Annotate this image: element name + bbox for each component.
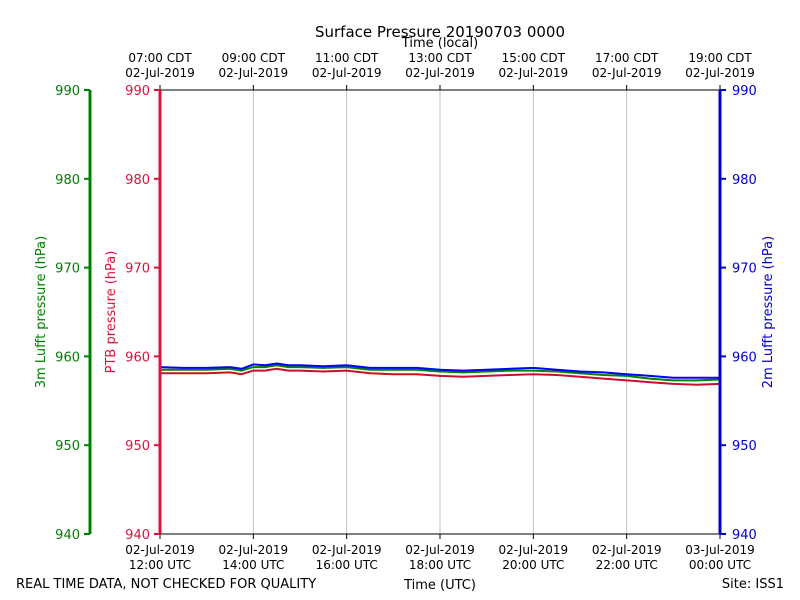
top-tick-time: 19:00 CDT [688, 51, 752, 65]
y-tick-label-ptb: 940 [125, 528, 150, 543]
y-tick-label-lufft2m: 970 [732, 262, 757, 277]
top-tick-date: 02-Jul-2019 [685, 66, 755, 80]
y-tick-label-lufft2m: 980 [732, 173, 757, 188]
y-axis-label-lufft2m: 2m Lufft pressure (hPa) [761, 236, 776, 388]
top-tick-time: 17:00 CDT [595, 51, 659, 65]
bottom-tick-time: 12:00 UTC [129, 558, 191, 572]
bottom-tick-date: 02-Jul-2019 [312, 543, 382, 557]
y-tick-label-lufft3m: 960 [55, 350, 80, 365]
y-tick-label-lufft2m: 950 [732, 439, 757, 454]
y-tick-label-lufft3m: 950 [55, 439, 80, 454]
series-line-lufft2m [159, 362, 720, 379]
bottom-tick-time: 14:00 UTC [222, 558, 284, 572]
top-tick-time: 15:00 CDT [502, 51, 566, 65]
y-tick-label-ptb: 950 [125, 439, 150, 454]
bottom-tick-time: 20:00 UTC [502, 558, 564, 572]
site-label: Site: ISS1 [722, 577, 784, 592]
bottom-tick-date: 02-Jul-2019 [219, 543, 289, 557]
bottom-tick-date: 02-Jul-2019 [499, 543, 569, 557]
y-tick-label-lufft2m: 940 [732, 528, 757, 543]
top-tick-date: 02-Jul-2019 [592, 66, 662, 80]
y-tick-label-lufft3m: 940 [55, 528, 80, 543]
data-series [159, 362, 721, 386]
y-tick-label-lufft3m: 990 [55, 84, 80, 99]
top-tick-date: 02-Jul-2019 [219, 66, 289, 80]
top-tick-time: 11:00 CDT [315, 51, 379, 65]
y-tick-label-ptb: 970 [125, 262, 150, 277]
y-tick-label-ptb: 980 [125, 173, 150, 188]
y-tick-label-lufft2m: 990 [732, 84, 757, 99]
y-axis-label-lufft3m: 3m Lufft pressure (hPa) [34, 236, 49, 388]
gridlines [252, 90, 628, 534]
bottom-tick-date: 02-Jul-2019 [125, 543, 195, 557]
top-tick-time: 13:00 CDT [408, 51, 472, 65]
bottom-tick-date: 02-Jul-2019 [405, 543, 475, 557]
top-tick-date: 02-Jul-2019 [499, 66, 569, 80]
top-axis-label: Time (local) [401, 36, 478, 51]
y-tick-label-ptb: 960 [125, 350, 150, 365]
series-line-ptb [160, 367, 721, 386]
bottom-tick-time: 18:00 UTC [409, 558, 471, 572]
bottom-tick-time: 00:00 UTC [689, 558, 751, 572]
top-tick-date: 02-Jul-2019 [312, 66, 382, 80]
chart-title: Surface Pressure 20190703 0000 [315, 23, 565, 41]
top-tick-time: 09:00 CDT [222, 51, 286, 65]
y-axis-label-ptb: PTB pressure (hPa) [104, 251, 119, 374]
bottom-axis-label: Time (UTC) [403, 578, 476, 593]
top-tick-date: 02-Jul-2019 [125, 66, 195, 80]
top-tick-date: 02-Jul-2019 [405, 66, 475, 80]
bottom-tick-date: 02-Jul-2019 [592, 543, 662, 557]
y-tick-label-ptb: 990 [125, 84, 150, 99]
y-tick-label-lufft3m: 980 [55, 173, 80, 188]
quality-disclaimer: REAL TIME DATA, NOT CHECKED FOR QUALITY [16, 577, 316, 592]
y-tick-label-lufft3m: 970 [55, 262, 80, 277]
top-tick-time: 07:00 CDT [128, 51, 192, 65]
bottom-tick-date: 03-Jul-2019 [685, 543, 755, 557]
y-tick-label-lufft2m: 960 [732, 350, 757, 365]
bottom-tick-time: 22:00 UTC [596, 558, 658, 572]
bottom-tick-time: 16:00 UTC [316, 558, 378, 572]
series-line-lufft3m [160, 364, 721, 382]
